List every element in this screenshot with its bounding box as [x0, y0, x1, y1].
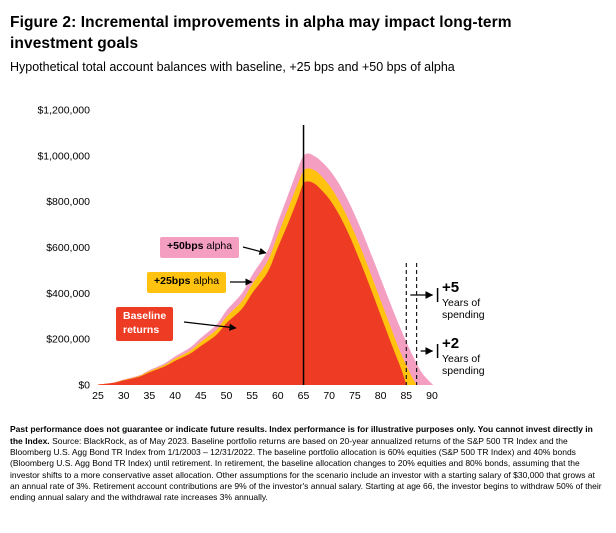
- annotation-plus5-line2: spending: [442, 308, 485, 321]
- callout-baseline-line1: Baseline: [123, 310, 167, 323]
- y-axis-tick-label: $600,000: [46, 242, 90, 254]
- y-axis-tick-label: $1,000,000: [37, 151, 90, 163]
- x-axis-tick-label: 90: [426, 390, 438, 402]
- callout-baseline-line2: returns: [123, 323, 160, 336]
- figure-panel: Figure 2: Incremental improvements in al…: [0, 12, 616, 533]
- x-axis-tick-label: 75: [349, 390, 361, 402]
- callout-plus25bps-rest: alpha: [193, 275, 220, 288]
- figure-subtitle: Hypothetical total account balances with…: [10, 59, 455, 74]
- x-axis-tick-label: 80: [375, 390, 387, 402]
- y-axis-tick-label: $400,000: [46, 288, 90, 300]
- y-axis-tick-label: $1,200,000: [37, 105, 90, 117]
- annotation-plus2-value: +2: [442, 335, 460, 353]
- baseline-callout-connector: [183, 321, 237, 332]
- alpha-area-chart: $0 $200,000 $400,000 $600,000 $800,000 $1,000…: [0, 85, 616, 417]
- area-baseline-returns: [98, 181, 407, 386]
- footnote-bold-disclaimer: Past performance does not guarantee or i…: [10, 424, 593, 446]
- annotation-plus5-years-of-spending: +5 Years of spending: [442, 279, 512, 320]
- area-chart-canvas: $0 $200,000 $400,000 $600,000 $800,000 $1,000…: [37, 105, 439, 402]
- callout-plus25bps-bold: +25bps: [154, 275, 191, 288]
- x-axis-tick-label: 45: [195, 390, 207, 402]
- x-axis-tick-label: 30: [118, 390, 130, 402]
- footnote-source-text: Source: BlackRock, as of May 2023. Basel…: [10, 435, 602, 503]
- annotation-plus5-value: +5: [442, 279, 460, 297]
- figure-title: Figure 2: Incremental improvements in al…: [10, 14, 512, 53]
- x-axis-tick-label: 35: [144, 390, 156, 402]
- footnote: Past performance does not guarantee or i…: [10, 424, 606, 503]
- x-axis-tick-label: 60: [272, 390, 284, 402]
- x-axis-tick-label: 40: [169, 390, 181, 402]
- y-axis-tick-label: $800,000: [46, 197, 90, 209]
- callout-plus50bps-bold: +50bps: [167, 240, 204, 253]
- callout-plus25bps-alpha: +25bps alpha: [147, 272, 227, 293]
- x-axis-tick-label: 65: [298, 390, 310, 402]
- x-axis-tick-label: 55: [246, 390, 258, 402]
- callout-plus50bps-rest: alpha: [206, 240, 233, 253]
- annotation-plus2-line2: spending: [442, 364, 485, 377]
- callout-baseline-returns: Baseline returns: [116, 307, 174, 341]
- plus50bps-callout-connector: [242, 246, 267, 256]
- y-axis-tick-label: $200,000: [46, 334, 90, 346]
- annotation-plus2-years-of-spending: +2 Years of spending: [442, 335, 512, 376]
- x-axis-tick-label: 70: [323, 390, 335, 402]
- x-axis-tick-label: 85: [400, 390, 412, 402]
- y-axis-tick-label: $0: [78, 380, 90, 392]
- callout-plus50bps-alpha: +50bps alpha: [160, 237, 240, 258]
- annotation-plus2-line1: Years of: [442, 352, 481, 365]
- x-axis-tick-label: 50: [221, 390, 233, 402]
- x-axis-tick-label: 25: [92, 390, 104, 402]
- annotation-plus5-line1: Years of: [442, 296, 481, 309]
